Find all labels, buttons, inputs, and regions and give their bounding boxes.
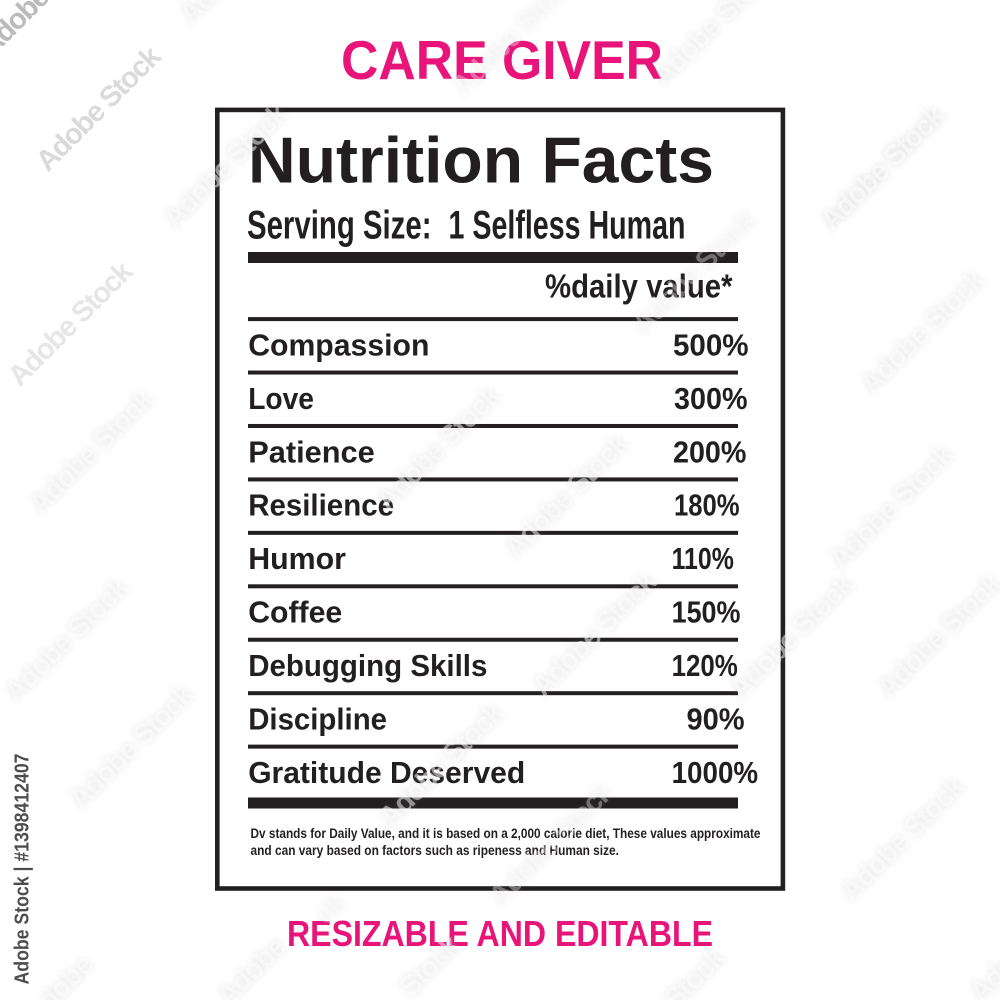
svg-text:Coffee: Coffee — [248, 595, 342, 630]
svg-text:Love: Love — [248, 381, 314, 416]
svg-text:90%: 90% — [687, 701, 745, 736]
svg-text:Resilience: Resilience — [248, 488, 394, 523]
svg-text:Compassion: Compassion — [248, 327, 429, 362]
svg-text:1 Selfless Human: 1 Selfless Human — [449, 203, 686, 247]
svg-text:Discipline: Discipline — [248, 701, 387, 736]
svg-text:180%: 180% — [674, 488, 740, 523]
svg-text:Nutrition Facts: Nutrition Facts — [248, 124, 714, 197]
svg-text:Gratitude Deserved: Gratitude Deserved — [248, 755, 525, 790]
svg-text:and can vary based on factors: and can vary based on factors such as ri… — [251, 842, 620, 858]
svg-text:150%: 150% — [672, 595, 741, 630]
svg-text:Dv stands for Daily Value, and: Dv stands for Daily Value, and it is bas… — [251, 825, 761, 841]
svg-text:Debugging Skills: Debugging Skills — [248, 648, 487, 683]
svg-text:1000%: 1000% — [672, 755, 759, 790]
svg-text:Humor: Humor — [248, 541, 346, 576]
svg-text:%daily value*: %daily value* — [545, 268, 733, 305]
svg-text:Patience: Patience — [248, 434, 375, 469]
svg-text:120%: 120% — [672, 648, 738, 683]
svg-text:CARE GIVER: CARE GIVER — [341, 29, 663, 91]
svg-text:500%: 500% — [673, 327, 749, 362]
svg-text:110%: 110% — [672, 541, 734, 576]
svg-text:300%: 300% — [674, 381, 748, 416]
svg-text:RESIZABLE AND EDITABLE: RESIZABLE AND EDITABLE — [287, 913, 713, 954]
svg-text:Adobe Stock | #1398412407: Adobe Stock | #1398412407 — [12, 754, 34, 985]
svg-text:Serving Size:: Serving Size: — [247, 203, 432, 247]
svg-text:200%: 200% — [673, 434, 746, 469]
